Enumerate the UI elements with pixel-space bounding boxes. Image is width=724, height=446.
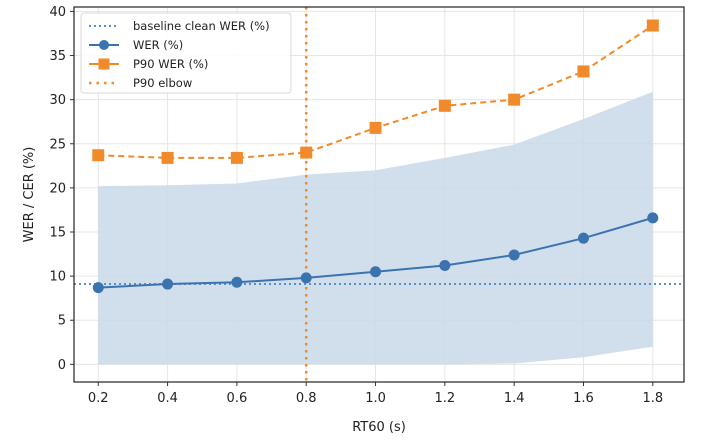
wer-marker [439,260,451,272]
legend-wer-marker [99,40,109,50]
x-tick-label: 1.8 [642,391,663,406]
x-tick-label: 0.4 [157,391,178,406]
legend-elbow-label: P90 elbow [133,76,192,90]
x-tick-label: 0.8 [296,391,317,406]
legend-p90-marker [98,58,110,70]
x-tick-label: 1.4 [504,391,525,406]
p90-marker [646,19,659,32]
y-tick-label: 15 [49,226,66,241]
p90-marker [230,151,243,164]
legend-wer-label: WER (%) [133,38,183,52]
wer-marker [647,212,659,224]
p90-marker [161,151,174,164]
wer-marker [577,232,589,244]
x-tick-label: 0.6 [227,391,248,406]
y-tick-label: 35 [49,49,66,64]
y-axis-label: WER / CER (%) [22,147,37,243]
x-axis-label: RT60 (s) [352,420,406,435]
wer-marker [92,282,104,294]
legend-p90-label: P90 WER (%) [133,57,208,71]
p90-marker [438,99,451,112]
y-tick-label: 0 [58,358,66,373]
x-tick-label: 1.0 [365,391,386,406]
band-layer [98,91,653,365]
p90-marker [508,93,521,106]
legend-baseline-label: baseline clean WER (%) [133,19,270,33]
y-tick-label: 30 [49,93,66,108]
x-tick-label: 0.2 [88,391,109,406]
axes [73,6,685,383]
x-tick-label: 1.6 [573,391,594,406]
wer-marker [370,266,382,278]
p90-marker [300,146,313,159]
y-tick-label: 40 [49,5,66,20]
ticks: 0.2 0.4 0.6 0.8 1.0 1.2 1.4 1.6 1.8 0 5 10 15 20 25 30 3… [49,5,663,406]
p90-marker [369,121,382,134]
uncertainty-band [98,91,653,365]
x-tick-label: 1.2 [435,391,456,406]
y-tick-label: 5 [58,314,66,329]
wer-marker [231,276,243,288]
p90-marker [92,149,105,162]
wer-marker [162,278,174,290]
wer-marker [508,249,520,261]
series-layer [92,19,659,294]
y-tick-label: 20 [49,181,66,196]
legend: baseline clean WER (%) WER (%) P90 WER (%)… [80,12,292,94]
wer-marker [300,272,312,284]
plot-frame [73,6,685,383]
y-tick-label: 25 [49,137,66,152]
y-tick-label: 10 [49,270,66,285]
p90-marker [577,65,590,78]
legend-box [80,12,292,94]
